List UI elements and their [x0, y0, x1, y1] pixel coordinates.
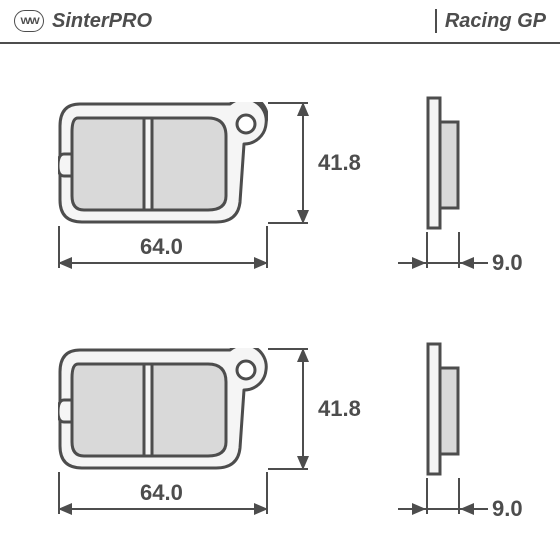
- dim-width-ext-left: [58, 472, 60, 514]
- brake-pad-side-view: [426, 96, 460, 230]
- dim-thick-line: [426, 262, 460, 264]
- dim-thick-line: [426, 508, 460, 510]
- dim-thick-ext-right: [458, 232, 460, 268]
- brand-logo-icon: WW: [14, 10, 44, 32]
- brand-name: SinterPRO: [52, 10, 152, 33]
- dim-width-ext-right: [266, 472, 268, 514]
- dim-height-arrow-up-icon: [297, 102, 309, 116]
- dim-width-ext-left: [58, 226, 60, 268]
- dim-thick-ext-left: [426, 478, 428, 514]
- dim-height-label: 41.8: [318, 396, 361, 422]
- dim-thick-line-ext-l: [398, 262, 426, 264]
- pad-row-2: 41.8 64.0 9.0: [0, 300, 560, 538]
- dim-width-ext-right: [266, 226, 268, 268]
- dim-height-label: 41.8: [318, 150, 361, 176]
- dim-width-line: [58, 262, 268, 264]
- dim-width-label: 64.0: [140, 234, 183, 260]
- header-left: WW SinterPRO: [14, 10, 152, 33]
- header-bar: WW SinterPRO Racing GP: [0, 0, 560, 44]
- dim-thick-ext-left: [426, 232, 428, 268]
- pad-row-1: 41.8 64.0 9.0: [0, 54, 560, 292]
- dim-height-ext-top: [268, 102, 308, 104]
- dim-thick-line-ext-r: [460, 508, 488, 510]
- dim-height-ext-bottom: [268, 222, 308, 224]
- brake-pad-front-view: [58, 348, 268, 470]
- dim-thick-label: 9.0: [492, 496, 523, 522]
- dim-width-arrow-left-icon: [58, 257, 72, 269]
- logo-glyph: WW: [20, 16, 38, 26]
- dim-thick-line-ext-l: [398, 508, 426, 510]
- dim-width-line: [58, 508, 268, 510]
- product-line: Racing GP: [435, 9, 546, 33]
- dim-width-arrow-left-icon: [58, 503, 72, 515]
- dim-thick-line-ext-r: [460, 262, 488, 264]
- dim-width-label: 64.0: [140, 480, 183, 506]
- brake-pad-side-view: [426, 342, 460, 476]
- dim-height-ext-top: [268, 348, 308, 350]
- dim-thick-ext-right: [458, 478, 460, 514]
- brake-pad-front-view: [58, 102, 268, 224]
- dim-height-arrow-up-icon: [297, 348, 309, 362]
- product-line-label: Racing GP: [445, 10, 546, 33]
- dim-thick-label: 9.0: [492, 250, 523, 276]
- dim-height-line: [302, 102, 304, 224]
- dim-height-ext-bottom: [268, 468, 308, 470]
- dim-height-line: [302, 348, 304, 470]
- diagram-area: 41.8 64.0 9.0: [0, 44, 560, 560]
